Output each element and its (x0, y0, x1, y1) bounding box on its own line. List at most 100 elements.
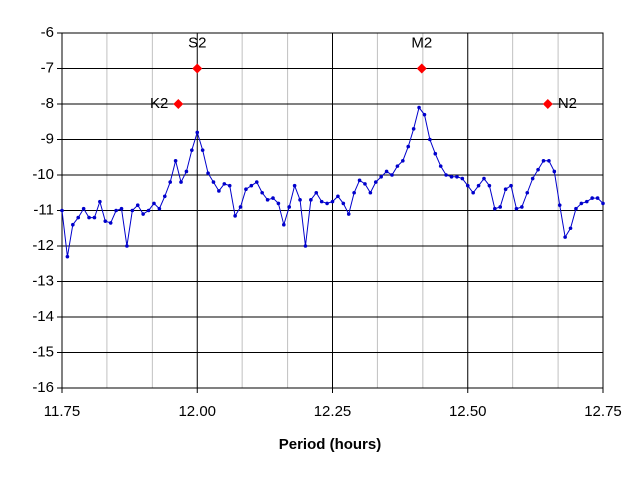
data-point (536, 167, 540, 172)
y-tick-label: -8 (41, 95, 54, 112)
peak-label: N2 (558, 95, 577, 112)
x-tick-label: 12.00 (178, 403, 216, 420)
data-point (487, 183, 492, 188)
data-point (65, 254, 70, 259)
data-point (455, 174, 459, 179)
data-point (157, 206, 162, 211)
data-point (184, 169, 189, 174)
data-point (509, 183, 513, 188)
data-point (76, 215, 81, 220)
data-point (444, 173, 448, 177)
data-point (373, 180, 378, 184)
data-point (146, 208, 151, 213)
peak-marker (416, 63, 427, 74)
data-point (260, 190, 264, 195)
data-point (314, 190, 319, 195)
data-point (568, 226, 573, 231)
data-point (92, 215, 97, 220)
data-point (471, 190, 475, 195)
data-point (449, 174, 454, 179)
peak-label: S2 (188, 34, 206, 51)
data-point (190, 148, 194, 152)
data-point (71, 222, 75, 227)
data-point (346, 212, 351, 216)
data-point (357, 178, 362, 183)
data-point (200, 148, 205, 152)
data-point (525, 190, 530, 195)
data-point (217, 189, 221, 193)
data-point (168, 180, 172, 184)
data-point (595, 196, 600, 200)
data-point (238, 205, 243, 209)
data-point (363, 182, 367, 186)
x-tick-label: 12.25 (314, 403, 352, 420)
data-point (87, 215, 91, 220)
data-point (574, 206, 578, 211)
data-point (422, 112, 427, 117)
data-point (162, 194, 167, 199)
data-point (498, 205, 503, 209)
data-point (135, 203, 140, 207)
data-point (152, 201, 156, 206)
data-point (411, 127, 416, 131)
peak-label: M2 (411, 34, 432, 51)
data-point (514, 206, 519, 211)
data-point (287, 205, 292, 209)
data-point (482, 176, 486, 181)
data-point (298, 198, 302, 202)
data-point (438, 164, 443, 168)
data-point (125, 244, 129, 248)
data-point (249, 183, 254, 188)
data-point (417, 105, 421, 110)
data-point (309, 198, 313, 202)
data-point (265, 198, 270, 202)
data-point (303, 244, 308, 248)
data-point (541, 159, 546, 163)
data-point (179, 180, 183, 184)
data-point (119, 206, 124, 211)
data-point (292, 183, 297, 188)
data-point (379, 174, 383, 179)
data-point (222, 182, 227, 186)
peak-marker (192, 63, 203, 74)
data-point (401, 159, 405, 163)
y-tick-label: -13 (32, 272, 54, 289)
data-point (173, 159, 178, 163)
data-point (563, 235, 567, 239)
data-point (271, 196, 275, 200)
data-point (384, 169, 389, 174)
data-point (276, 201, 281, 206)
data-point (584, 199, 589, 204)
data-point (503, 187, 508, 191)
peak-marker (173, 99, 184, 109)
data-point (428, 137, 432, 142)
data-point (341, 201, 346, 206)
data-point (352, 190, 356, 195)
data-point (530, 176, 535, 181)
data-point (141, 212, 145, 216)
data-point (547, 159, 551, 163)
y-tick-label: -15 (32, 343, 54, 360)
data-point (460, 176, 465, 181)
y-tick-label: -11 (33, 201, 54, 218)
data-point (108, 221, 113, 225)
data-point (227, 183, 232, 188)
x-tick-label: 12.50 (449, 403, 487, 420)
data-point (325, 201, 329, 206)
data-point (557, 203, 562, 207)
y-tick-label: -16 (32, 379, 54, 396)
data-point (520, 205, 524, 209)
data-point (336, 194, 340, 199)
peak-marker (542, 99, 553, 109)
data-point (476, 183, 481, 188)
data-point (579, 201, 584, 206)
data-point (98, 199, 102, 204)
data-point (233, 214, 237, 218)
peak-label: K2 (150, 95, 168, 112)
y-tick-label: -9 (41, 130, 54, 147)
data-point (493, 206, 497, 211)
data-point (206, 171, 210, 176)
y-tick-label: -14 (32, 308, 54, 325)
